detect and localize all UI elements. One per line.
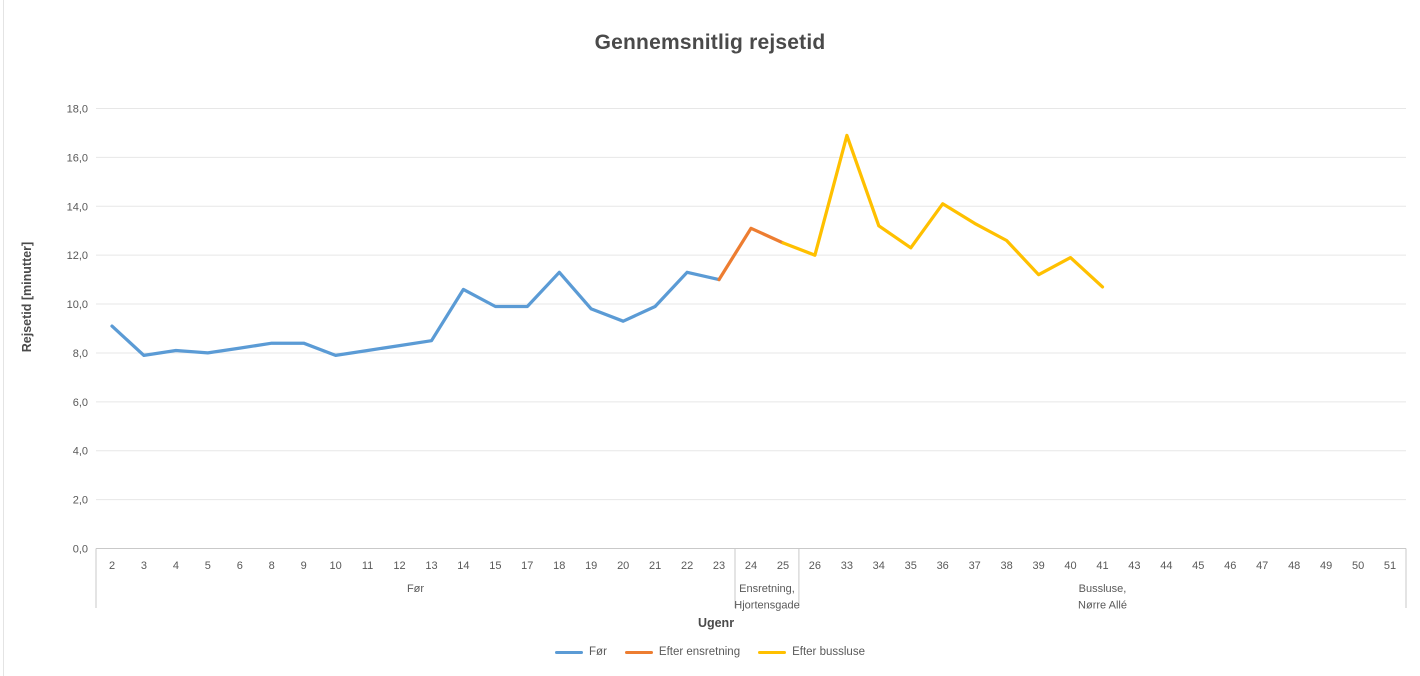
category-group-label: Nørre Allé [1078, 600, 1127, 612]
y-tick-label: 6,0 [73, 397, 88, 409]
x-tick-label: 3 [141, 560, 147, 572]
y-tick-label: 12,0 [67, 250, 88, 262]
x-tick-label: 26 [809, 560, 821, 572]
x-tick-label: 45 [1192, 560, 1204, 572]
x-tick-label: 48 [1288, 560, 1300, 572]
y-tick-label: 10,0 [67, 299, 88, 311]
category-group-label: Før [407, 583, 424, 595]
x-tick-label: 21 [649, 560, 661, 572]
legend-label: Efter bussluse [792, 646, 865, 658]
x-tick-label: 18 [553, 560, 565, 572]
legend-item: Efter ensretning [624, 646, 741, 658]
x-tick-label: 35 [905, 560, 917, 572]
y-tick-label: 16,0 [67, 152, 88, 164]
category-group-label: Ensretning, [739, 583, 795, 595]
x-tick-label: 47 [1256, 560, 1268, 572]
category-group-label: Bussluse, [1079, 583, 1127, 595]
category-group-label: Hjortensgade [734, 600, 799, 612]
x-tick-label: 38 [1000, 560, 1012, 572]
y-tick-label: 8,0 [73, 348, 88, 360]
x-tick-label: 25 [777, 560, 789, 572]
x-tick-label: 10 [329, 560, 341, 572]
y-tick-label: 18,0 [67, 104, 88, 116]
legend-line-swatch [758, 650, 787, 654]
x-tick-label: 41 [1096, 560, 1108, 572]
x-tick-label: 5 [205, 560, 211, 572]
x-tick-label: 49 [1320, 560, 1332, 572]
x-tick-label: 6 [237, 560, 243, 572]
x-tick-label: 19 [585, 560, 597, 572]
legend-item: Før [555, 646, 607, 658]
x-tick-label: 34 [873, 560, 885, 572]
x-tick-label: 11 [362, 560, 373, 572]
x-tick-label: 2 [109, 560, 115, 572]
x-tick-label: 23 [713, 560, 725, 572]
x-tick-label: 14 [457, 560, 469, 572]
x-tick-label: 24 [745, 560, 757, 572]
x-tick-label: 9 [301, 560, 307, 572]
x-tick-label: 20 [617, 560, 629, 572]
y-tick-label: 14,0 [67, 201, 88, 213]
y-tick-label: 4,0 [73, 446, 88, 458]
series-line-efter-bussluse [781, 133, 1105, 289]
x-tick-label: 36 [937, 560, 949, 572]
y-tick-label: 2,0 [73, 495, 88, 507]
chart-border [3, 0, 4, 676]
x-tick-label: 4 [173, 560, 179, 572]
x-tick-label: 51 [1384, 560, 1396, 572]
x-tick-label: 22 [681, 560, 693, 572]
series-line-før [110, 270, 721, 358]
x-tick-label: 43 [1128, 560, 1140, 572]
legend-item: Efter bussluse [758, 646, 865, 658]
x-tick-label: 40 [1064, 560, 1076, 572]
x-tick-label: 8 [269, 560, 275, 572]
x-tick-label: 46 [1224, 560, 1236, 572]
x-tick-label: 33 [841, 560, 853, 572]
series-line-efter-ensretning [717, 226, 785, 282]
x-tick-label: 37 [969, 560, 981, 572]
legend-label: Før [589, 646, 607, 658]
x-axis-title: Ugenr [697, 616, 735, 630]
x-tick-label: 17 [521, 560, 533, 572]
legend-label: Efter ensretning [658, 646, 741, 658]
legend-line-swatch [555, 650, 584, 654]
x-tick-label: 44 [1160, 560, 1172, 572]
y-tick-label: 0,0 [73, 544, 88, 556]
x-tick-label: 12 [393, 560, 405, 572]
x-tick-label: 15 [489, 560, 501, 572]
legend: Før Efter ensretning Efter bussluse [0, 646, 1420, 658]
x-tick-label: 13 [425, 560, 437, 572]
chart-title: Gennemsnitlig rejsetid [594, 31, 826, 54]
legend-line-swatch [624, 650, 653, 654]
x-tick-label: 50 [1352, 560, 1364, 572]
x-tick-label: 39 [1032, 560, 1044, 572]
